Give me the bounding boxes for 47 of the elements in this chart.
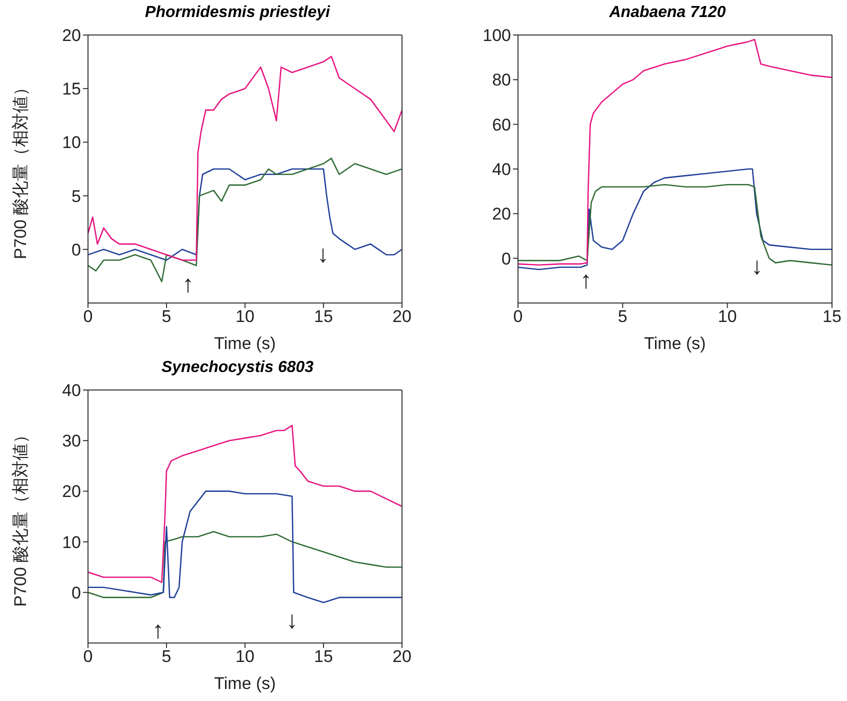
x-tick-label: 10: [236, 307, 254, 326]
y-tick-label: 10: [62, 133, 81, 152]
x-tick-label: 15: [314, 307, 333, 326]
x-tick-label: 5: [162, 307, 172, 326]
annotation: ↓: [317, 241, 329, 268]
line-series: [88, 490, 402, 604]
chart-title: Anabaena 7120: [608, 3, 727, 23]
y-tick-label: 0: [72, 583, 81, 602]
x-tick-label: 5: [162, 647, 172, 666]
y-tick-label: 40: [62, 381, 81, 400]
y-tick-label: 20: [62, 26, 81, 46]
x-axis-title: Time (s): [644, 334, 706, 353]
annotation: ↓: [286, 607, 298, 634]
x-tick-label: 5: [618, 307, 628, 326]
y-tick-label: 20: [492, 204, 511, 224]
line-series: [88, 531, 402, 598]
x-tick-label: 0: [513, 307, 523, 326]
y-tick-label: 5: [72, 186, 81, 206]
x-tick-label: 10: [236, 647, 254, 666]
annotation: ↓: [751, 253, 763, 280]
y-tick-label: 0: [72, 240, 81, 260]
y-tick-label: 10: [62, 532, 81, 552]
chart-title: Phormidesmis priestleyi: [144, 3, 332, 23]
y-tick-label: 15: [62, 80, 81, 99]
x-tick-label: 10: [718, 307, 737, 326]
y-axis-title: P700 酸化量（相対値）: [11, 426, 30, 607]
y-tick-label: 60: [492, 115, 511, 134]
chart-title: Synechocystis 6803: [160, 358, 315, 378]
y-tick-label: 30: [62, 432, 81, 451]
x-tick-label: 20: [392, 647, 412, 666]
line-series: [88, 56, 402, 261]
y-tick-label: 80: [492, 70, 511, 90]
x-tick-label: 15: [822, 307, 842, 326]
y-tick-label: 100: [482, 26, 511, 46]
y-tick-label: 40: [492, 160, 511, 180]
x-axis-title: Time (s): [214, 334, 276, 353]
y-tick-label: 0: [502, 249, 511, 268]
annotation: ↑: [580, 267, 592, 294]
y-axis-title: P700 酸化量（相対値）: [11, 78, 30, 260]
x-axis-title: Time (s): [214, 674, 276, 693]
line-series: [88, 168, 402, 261]
x-tick-label: 15: [314, 647, 333, 666]
annotation: ↑: [182, 271, 194, 298]
annotation: ↑: [152, 617, 164, 644]
x-tick-label: 20: [392, 307, 412, 326]
line-series: [88, 424, 402, 583]
y-tick-label: 20: [62, 482, 81, 502]
